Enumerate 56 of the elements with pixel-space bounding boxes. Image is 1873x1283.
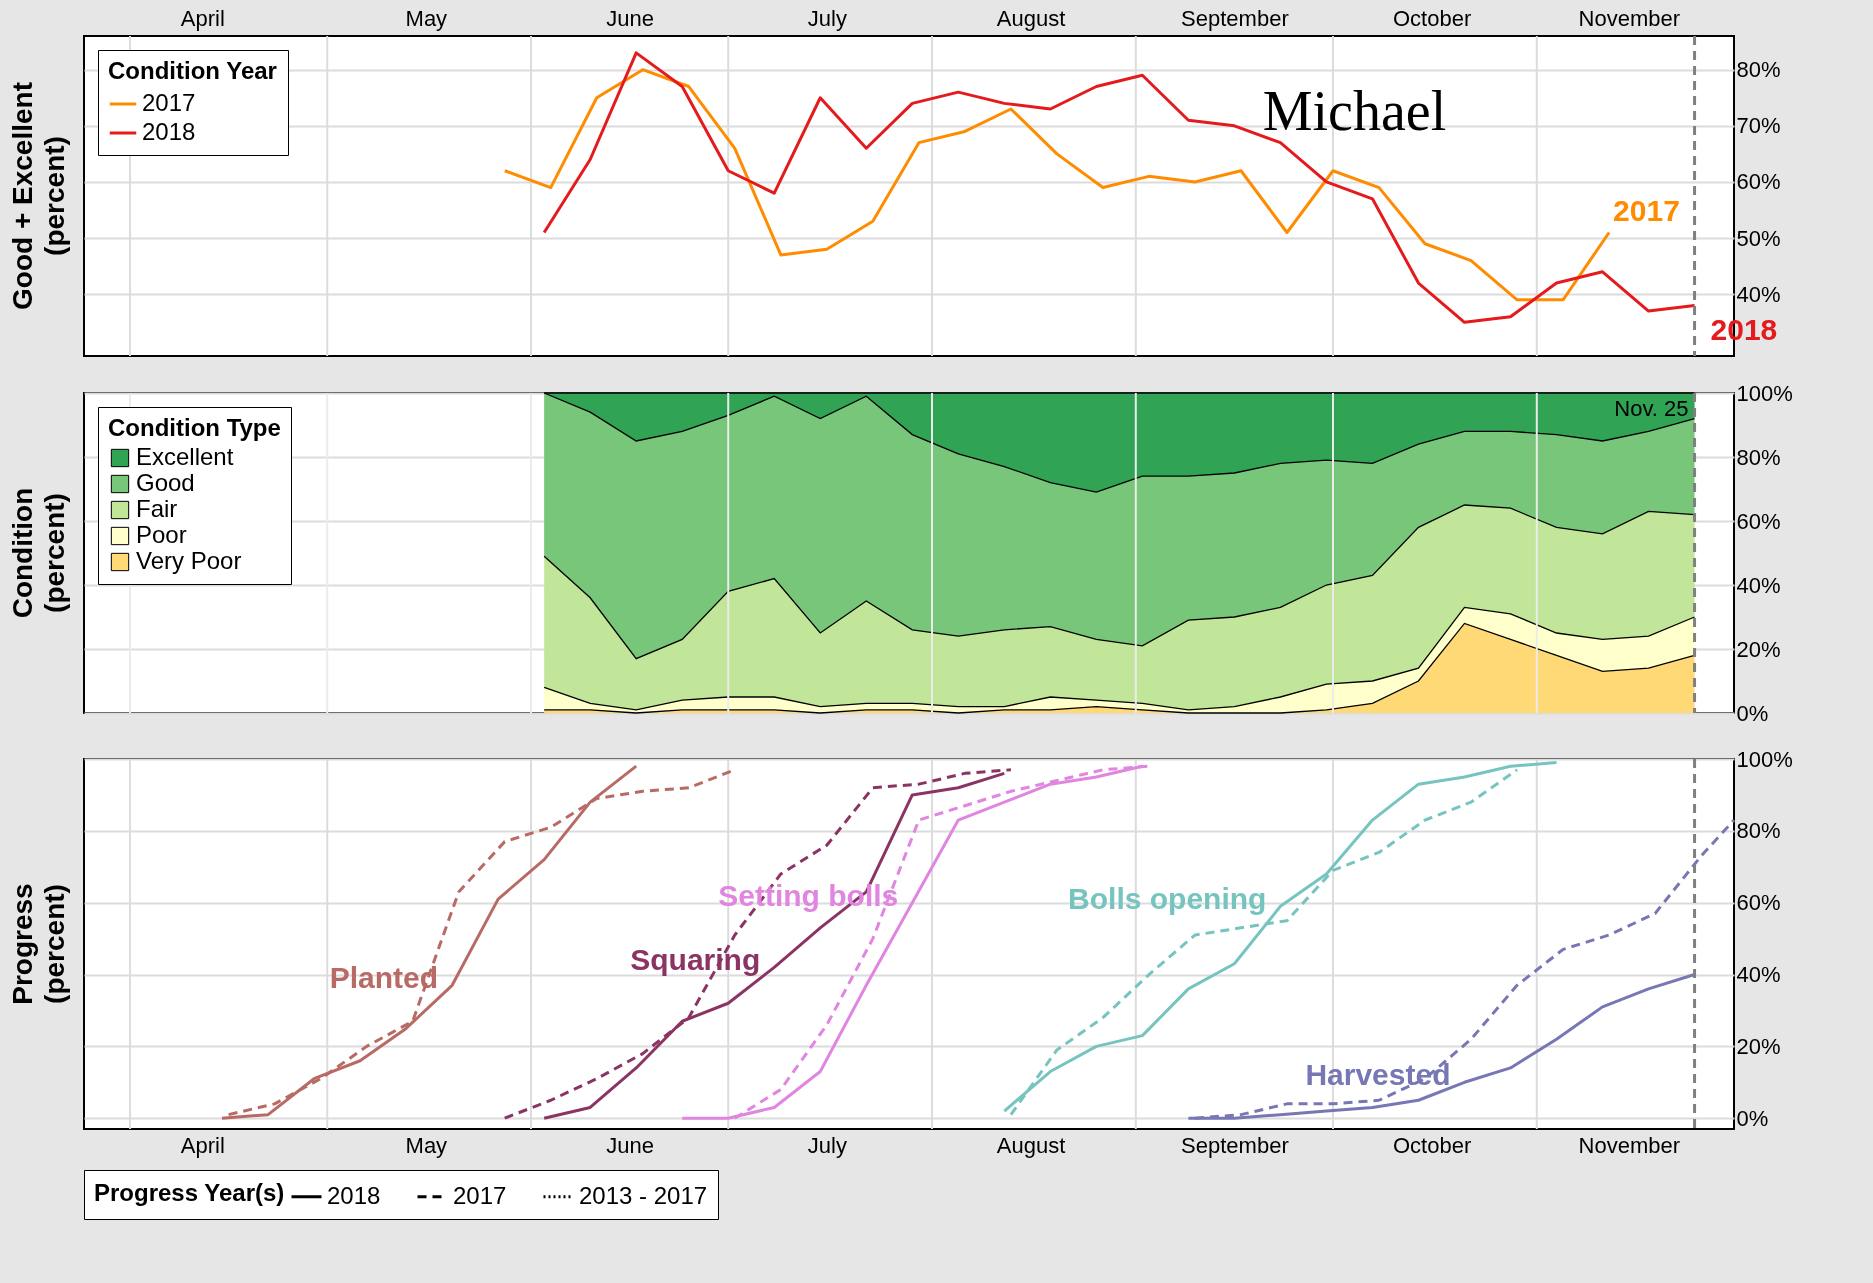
x-tick-label: October	[1392, 1132, 1472, 1158]
y-tick-label: 70%	[1736, 113, 1781, 139]
y-tick-label: 60%	[1736, 169, 1781, 195]
y-tick-label: 20%	[1736, 636, 1781, 662]
legend-title: Condition Year	[108, 57, 277, 84]
legend-label: Very Poor	[136, 547, 242, 574]
series-label: Squaring	[630, 943, 761, 977]
x-tick-label: September	[1181, 5, 1289, 31]
legend-title: Condition Type	[108, 414, 281, 441]
legend-label: Excellent	[136, 443, 234, 470]
series-label: Harvested	[1305, 1058, 1451, 1092]
x-tick-label: August	[996, 5, 1066, 31]
y-tick-label: 80%	[1736, 57, 1781, 83]
x-tick-label: November	[1578, 1132, 1681, 1158]
legend-label: Poor	[136, 521, 187, 548]
ref-line-label: Nov. 25	[1614, 396, 1689, 421]
series-label: Planted	[329, 961, 439, 995]
text: 2017	[1613, 194, 1680, 228]
x-tick-label: August	[996, 1132, 1066, 1158]
x-tick-label: June	[606, 5, 654, 31]
legend-title: Progress Year(s)	[94, 1179, 285, 1206]
x-tick-label: October	[1392, 5, 1472, 31]
x-tick-label: May	[405, 1132, 448, 1158]
annotation: Michael	[1262, 79, 1447, 142]
legend-label: 2017	[142, 89, 196, 116]
legend-label: 2018	[142, 118, 196, 145]
legend-label: Fair	[136, 495, 178, 522]
x-tick-label: April	[180, 1132, 225, 1158]
y-tick-label: 80%	[1736, 444, 1781, 470]
y-tick-label: 60%	[1736, 890, 1781, 916]
y-axis-title: Condition (percent)	[7, 487, 70, 619]
x-tick-label: April	[180, 5, 225, 31]
y-tick-label: 40%	[1736, 281, 1781, 307]
legend-label: Good	[136, 469, 195, 496]
y-tick-label: 100%	[1736, 380, 1793, 406]
y-tick-label: 100%	[1736, 746, 1793, 772]
y-tick-label: 50%	[1736, 225, 1781, 251]
y-tick-label: 20%	[1736, 1033, 1781, 1059]
x-tick-label: November	[1578, 5, 1681, 31]
x-tick-label: May	[405, 5, 448, 31]
y-axis-title: Good + Excellent (percent)	[7, 82, 70, 310]
x-tick-label: June	[606, 1132, 654, 1158]
y-tick-label: 0%	[1736, 700, 1769, 726]
y-tick-label: 60%	[1736, 508, 1781, 534]
text: 2018	[327, 1181, 381, 1209]
y-tick-label: 40%	[1736, 962, 1781, 988]
y-tick-label: 0%	[1736, 1105, 1769, 1131]
x-tick-label: September	[1181, 1132, 1289, 1158]
text: 2017	[453, 1181, 507, 1209]
y-axis-title: Progress (percent)	[6, 883, 70, 1005]
y-tick-label: 80%	[1736, 818, 1781, 844]
x-tick-label: July	[807, 5, 847, 31]
y-tick-label: 40%	[1736, 572, 1781, 598]
series-label: Bolls opening	[1068, 882, 1267, 916]
text: 2013 - 2017	[579, 1181, 708, 1209]
x-tick-label: July	[807, 1132, 847, 1158]
